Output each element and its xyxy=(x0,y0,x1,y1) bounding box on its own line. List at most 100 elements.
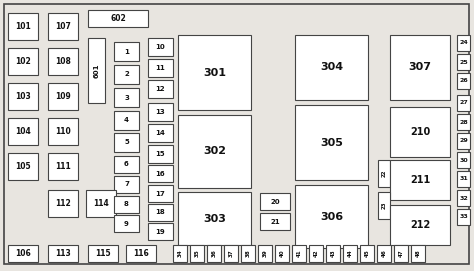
Bar xyxy=(457,190,470,206)
Bar xyxy=(241,245,255,262)
Text: 108: 108 xyxy=(55,57,71,66)
Text: 116: 116 xyxy=(133,249,149,258)
Bar xyxy=(260,193,290,210)
Bar xyxy=(457,73,470,89)
Text: 40: 40 xyxy=(280,250,284,257)
Text: 113: 113 xyxy=(55,249,71,258)
Text: 9: 9 xyxy=(124,221,129,227)
Text: 601: 601 xyxy=(93,63,100,78)
Bar xyxy=(114,88,139,107)
Bar xyxy=(260,213,290,230)
Text: 45: 45 xyxy=(365,250,370,257)
Text: 41: 41 xyxy=(297,250,301,257)
Text: 46: 46 xyxy=(382,250,386,257)
Text: 24: 24 xyxy=(459,40,468,46)
Bar xyxy=(178,35,251,110)
Text: 1: 1 xyxy=(124,49,129,54)
Bar xyxy=(48,13,78,40)
Bar xyxy=(48,190,78,217)
Bar xyxy=(48,153,78,180)
Bar xyxy=(48,245,78,262)
Bar xyxy=(295,105,368,180)
Bar xyxy=(114,42,139,61)
Text: 306: 306 xyxy=(320,211,343,221)
Text: 26: 26 xyxy=(459,79,468,83)
Bar xyxy=(292,245,306,262)
Bar xyxy=(114,133,139,152)
Bar xyxy=(295,35,368,100)
Bar xyxy=(173,245,187,262)
Bar xyxy=(114,156,139,173)
Bar xyxy=(457,152,470,168)
Text: 102: 102 xyxy=(15,57,31,66)
Text: 105: 105 xyxy=(15,162,31,171)
Text: 109: 109 xyxy=(55,92,71,101)
Text: 13: 13 xyxy=(155,109,165,115)
Text: 210: 210 xyxy=(410,127,430,137)
Bar xyxy=(48,118,78,145)
Bar xyxy=(148,223,173,240)
Bar xyxy=(390,35,450,100)
Bar xyxy=(377,245,391,262)
Text: 47: 47 xyxy=(399,250,403,257)
Bar xyxy=(48,83,78,110)
Text: 114: 114 xyxy=(93,199,109,208)
Text: 27: 27 xyxy=(459,101,468,105)
Bar xyxy=(88,10,148,27)
Bar xyxy=(48,48,78,75)
Text: 38: 38 xyxy=(246,250,250,257)
Text: 43: 43 xyxy=(330,250,336,257)
Bar xyxy=(178,192,251,245)
Text: 14: 14 xyxy=(155,130,165,136)
Bar xyxy=(309,245,323,262)
Bar xyxy=(378,192,390,219)
Bar xyxy=(411,245,425,262)
Text: 39: 39 xyxy=(263,250,267,257)
Text: 17: 17 xyxy=(155,191,165,196)
Bar xyxy=(224,245,238,262)
Text: 33: 33 xyxy=(459,215,468,220)
Text: 301: 301 xyxy=(203,67,226,78)
Text: 34: 34 xyxy=(177,250,182,257)
Bar xyxy=(295,185,368,248)
Bar xyxy=(114,196,139,213)
Bar xyxy=(457,54,470,70)
Bar xyxy=(148,124,173,142)
Text: 304: 304 xyxy=(320,63,343,73)
Text: 2: 2 xyxy=(124,72,129,78)
Text: 21: 21 xyxy=(270,218,280,224)
Text: 302: 302 xyxy=(203,147,226,156)
Bar xyxy=(8,48,38,75)
Bar xyxy=(378,160,390,187)
Text: 15: 15 xyxy=(155,151,165,157)
Bar xyxy=(457,133,470,149)
Text: 305: 305 xyxy=(320,137,343,147)
Bar xyxy=(114,215,139,232)
Bar xyxy=(190,245,204,262)
Bar xyxy=(457,95,470,111)
Bar xyxy=(114,111,139,130)
Text: 31: 31 xyxy=(459,176,468,182)
Bar xyxy=(457,35,470,51)
Bar xyxy=(148,145,173,163)
Bar xyxy=(394,245,408,262)
Bar xyxy=(148,204,173,221)
Bar xyxy=(148,103,173,121)
Text: 18: 18 xyxy=(155,209,165,215)
Text: 16: 16 xyxy=(155,170,165,176)
Bar xyxy=(390,205,450,245)
Text: 6: 6 xyxy=(124,162,129,167)
Bar xyxy=(457,171,470,187)
Text: 25: 25 xyxy=(459,60,468,64)
Bar xyxy=(457,209,470,225)
Text: 11: 11 xyxy=(155,65,165,71)
Text: 115: 115 xyxy=(95,249,111,258)
Text: 44: 44 xyxy=(347,250,353,257)
Text: 28: 28 xyxy=(459,120,468,124)
Bar xyxy=(390,160,450,200)
Text: 37: 37 xyxy=(228,250,234,257)
Text: 110: 110 xyxy=(55,127,71,136)
Text: 106: 106 xyxy=(15,249,31,258)
Text: 104: 104 xyxy=(15,127,31,136)
Bar xyxy=(8,83,38,110)
